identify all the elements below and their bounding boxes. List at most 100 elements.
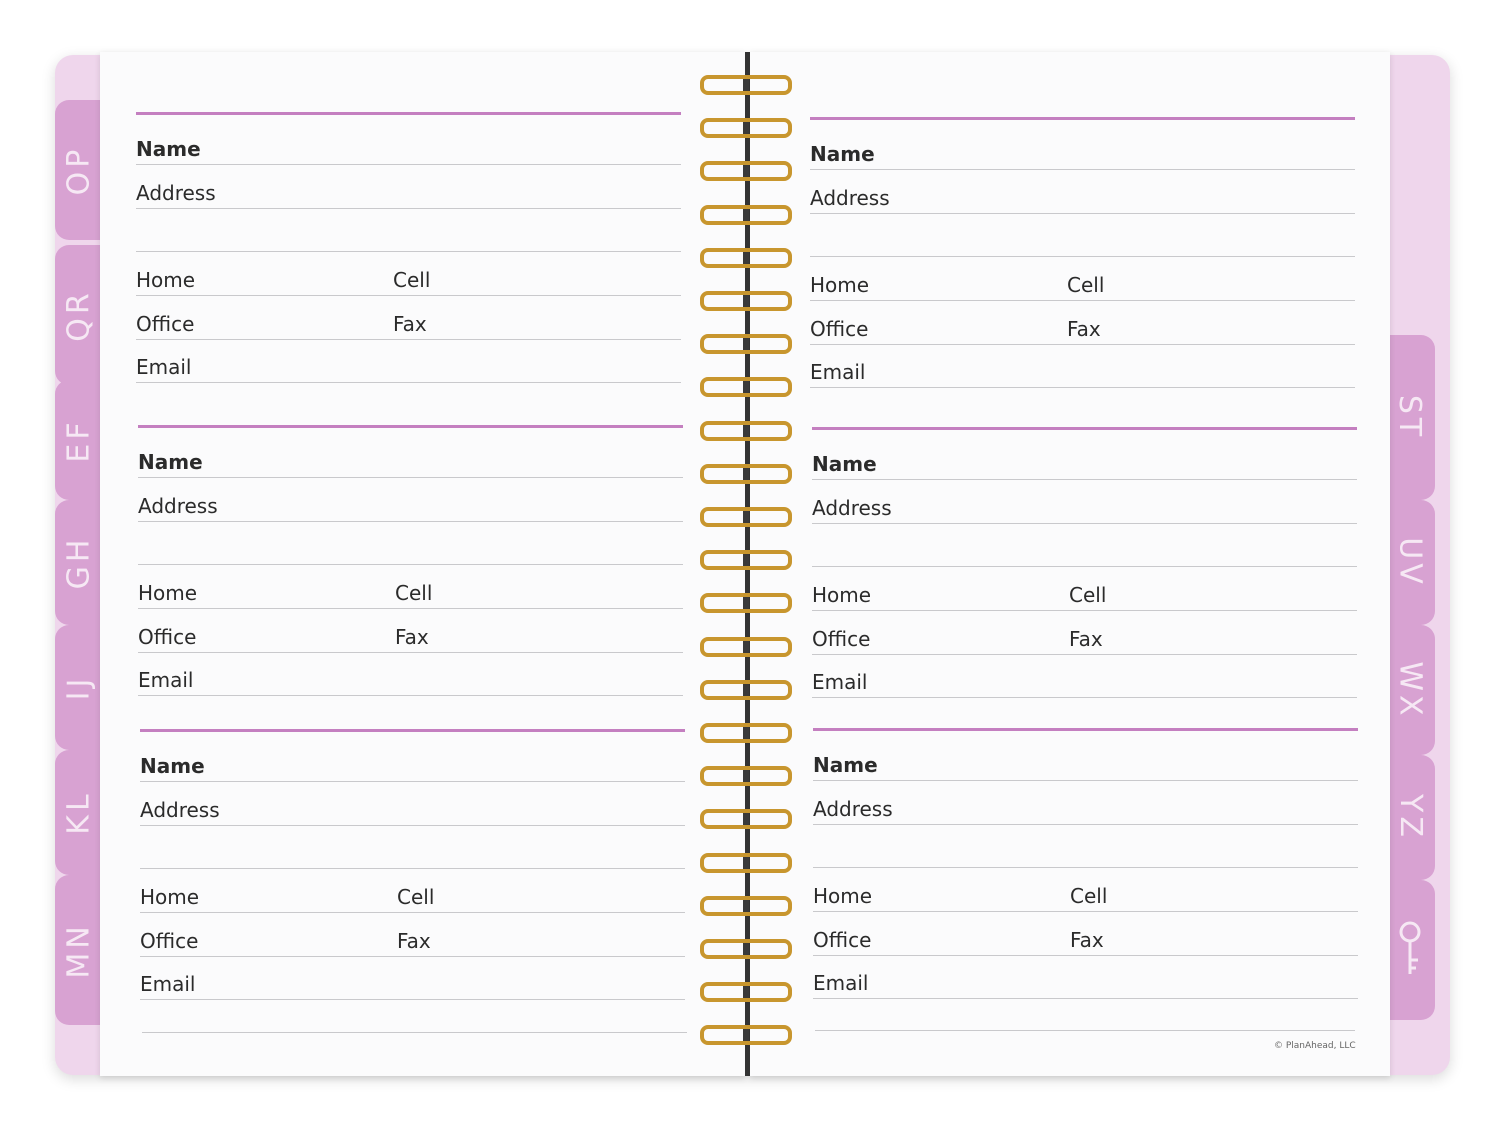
entry-divider [813, 728, 1358, 731]
email-label: Email [140, 972, 196, 996]
cell-label: Cell [1070, 884, 1108, 908]
tab-label: MN [61, 921, 97, 979]
office-label: Office [136, 312, 195, 336]
entry-line[interactable] [813, 955, 1358, 956]
entry-line[interactable] [140, 868, 685, 869]
entry-line[interactable] [136, 382, 681, 383]
entry-line[interactable] [810, 256, 1355, 257]
entry-line[interactable] [812, 610, 1357, 611]
spiral-coil [700, 593, 792, 614]
tab-label: WX [1392, 660, 1428, 720]
spiral-coil [700, 291, 792, 311]
entry-line[interactable] [136, 164, 681, 165]
email-label: Email [813, 971, 869, 995]
tab-st[interactable]: ST [1385, 335, 1435, 500]
entry-line[interactable] [812, 523, 1357, 524]
tab-label: YZ [1392, 794, 1428, 841]
name-label: Name [136, 137, 201, 161]
entry-line[interactable] [136, 295, 681, 296]
email-label: Email [138, 668, 194, 692]
entry-line[interactable] [812, 654, 1357, 655]
tab-yz[interactable]: YZ [1385, 755, 1435, 880]
entry-line[interactable] [815, 1030, 1355, 1031]
office-label: Office [810, 317, 869, 341]
entry-line[interactable] [810, 169, 1355, 170]
right-page [750, 52, 1390, 1076]
home-label: Home [138, 581, 198, 605]
entry-line[interactable] [812, 479, 1357, 480]
name-label: Name [140, 754, 205, 778]
address-label: Address [138, 494, 218, 518]
cell-label: Cell [1069, 583, 1107, 607]
spiral-coil [700, 161, 792, 182]
tab-mn[interactable]: MN [55, 875, 103, 1025]
tab-op[interactable]: OP [55, 100, 103, 240]
entry-line[interactable] [140, 825, 685, 826]
tab-wx[interactable]: WX [1385, 625, 1435, 755]
entry-line[interactable] [810, 300, 1355, 301]
office-label: Office [813, 928, 872, 952]
name-label: Name [812, 452, 877, 476]
entry-line[interactable] [138, 695, 683, 696]
entry-line[interactable] [138, 521, 683, 522]
entry-line[interactable] [810, 213, 1355, 214]
entry-line[interactable] [140, 781, 685, 782]
spiral-coil [700, 679, 792, 700]
email-label: Email [810, 360, 866, 384]
contact-entry: Name Address Home Cell Office Fax Email [812, 427, 1357, 727]
tab-uv[interactable]: UV [1385, 500, 1435, 625]
spiral-coil [700, 636, 792, 657]
spiral-coil [700, 939, 792, 959]
address-label: Address [136, 181, 216, 205]
home-label: Home [140, 885, 200, 909]
tab-kl[interactable]: KL [55, 750, 103, 875]
tab-label: QR [61, 288, 97, 342]
entry-line[interactable] [813, 824, 1358, 825]
spiral-coil [700, 766, 792, 787]
entry-line[interactable] [142, 1032, 687, 1033]
office-label: Office [138, 625, 197, 649]
cell-label: Cell [1067, 273, 1105, 297]
email-label: Email [812, 670, 868, 694]
fax-label: Fax [1069, 627, 1103, 651]
entry-line[interactable] [812, 566, 1357, 567]
tab-label: UV [1392, 537, 1428, 588]
tab-label: GH [61, 535, 97, 590]
tab-qr[interactable]: QR [55, 245, 103, 385]
name-label: Name [138, 450, 203, 474]
entry-line[interactable] [813, 867, 1358, 868]
address-label: Address [812, 496, 892, 520]
tab-gh[interactable]: GH [55, 500, 103, 625]
cell-label: Cell [397, 885, 435, 909]
address-label: Address [813, 797, 893, 821]
contact-entry: Name Address Home Cell Office Fax Email [140, 729, 685, 1029]
entry-line[interactable] [138, 564, 683, 565]
fax-label: Fax [1067, 317, 1101, 341]
tab-key[interactable] [1385, 880, 1435, 1020]
entry-line[interactable] [813, 780, 1358, 781]
entry-line[interactable] [138, 608, 683, 609]
spiral-coil [700, 982, 792, 1003]
entry-line[interactable] [813, 998, 1358, 999]
entry-line[interactable] [136, 339, 681, 340]
spiral-coil [700, 334, 792, 355]
entry-line[interactable] [813, 911, 1358, 912]
entry-line[interactable] [136, 208, 681, 209]
tab-ef[interactable]: EF [55, 380, 103, 500]
cell-label: Cell [395, 581, 433, 605]
entry-line[interactable] [810, 344, 1355, 345]
spiral-coil [700, 809, 792, 830]
entry-line[interactable] [140, 956, 685, 957]
name-label: Name [813, 753, 878, 777]
contact-entry: Name Address Home Cell Office Fax Email [810, 117, 1355, 417]
entry-line[interactable] [138, 477, 683, 478]
entry-line[interactable] [138, 652, 683, 653]
spiral-coil [700, 204, 792, 225]
entry-line[interactable] [812, 697, 1357, 698]
tab-label: ST [1392, 394, 1428, 441]
entry-line[interactable] [140, 912, 685, 913]
tab-ij[interactable]: IJ [55, 625, 103, 750]
entry-line[interactable] [810, 387, 1355, 388]
entry-line[interactable] [140, 999, 685, 1000]
entry-line[interactable] [136, 251, 681, 252]
